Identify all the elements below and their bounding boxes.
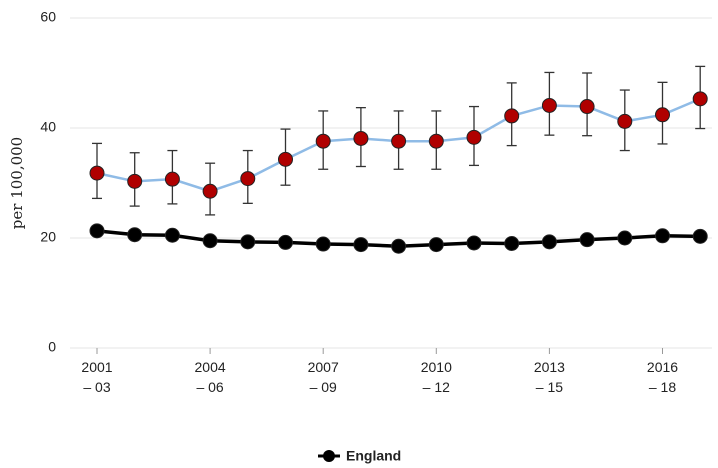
marker [579,99,595,115]
marker [655,107,670,123]
marker [579,232,595,248]
marker [315,236,331,252]
x-tick-label: 2016– 18 [647,359,678,395]
marker [692,228,708,244]
marker [278,234,293,250]
marker [541,234,557,250]
y-tick-label: 40 [40,119,56,135]
marker [89,165,105,181]
marker [127,173,143,189]
y-axis-label: per 100,000 [8,137,26,229]
y-tick-label: 60 [40,9,56,25]
x-tick-label: 2001– 03 [81,359,112,395]
marker [504,236,520,251]
marker [240,171,256,187]
marker [391,238,407,254]
marker [202,233,218,249]
marker [127,227,143,243]
x-tick-label: 2010– 12 [421,359,452,395]
marker [202,183,218,199]
marker [428,133,444,149]
x-tick-label: 2013– 15 [534,359,565,395]
x-tick-label: 2004– 06 [195,359,226,395]
marker [466,129,482,145]
marker [164,171,180,187]
marker [164,227,180,243]
marker [315,133,331,149]
marker [541,97,557,113]
marker [353,237,369,253]
marker [391,133,407,149]
marker [240,234,256,250]
marker [278,151,293,167]
legend-marker [323,450,335,462]
marker [466,235,482,251]
x-tick-label: 2007– 09 [308,359,339,395]
marker [617,113,633,129]
marker [504,108,520,124]
marker [617,230,633,246]
marker [428,237,444,253]
legend-label: England [346,448,401,464]
marker [353,130,369,146]
marker [89,223,105,239]
y-tick-label: 0 [48,339,56,355]
marker [692,91,708,107]
marker [655,228,670,244]
y-tick-label: 20 [40,229,56,245]
